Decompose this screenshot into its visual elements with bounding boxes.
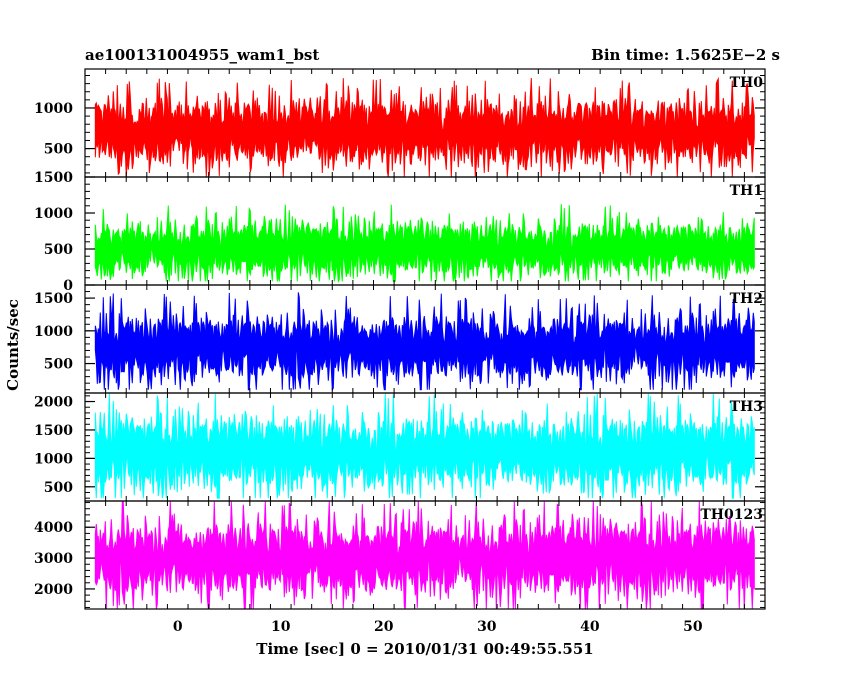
panel-th2: 500 1000 1500 TH2: [34, 284, 766, 394]
panel-th3: 500 1000 1500 2000 TH3: [34, 392, 766, 502]
plot-title: ae100131004955_wam1_bst: [85, 46, 319, 64]
series-th3: [94, 393, 755, 499]
y-tick-label: 500: [44, 357, 73, 373]
y-tick-label: 2000: [34, 582, 73, 598]
panel-th1: 0 500 1000 1500 TH1: [34, 170, 766, 294]
x-tick-label: 20: [374, 619, 394, 635]
x-axis-title: Time [sec] 0 = 2010/01/31 00:49:55.551: [256, 640, 593, 658]
panel-label-th2: TH2: [730, 291, 763, 307]
y-tick-label: 0: [63, 278, 73, 294]
series-th0123: [94, 501, 755, 609]
y-tick-label: 2000: [34, 395, 73, 411]
panel-label-th0123: TH0123: [700, 507, 763, 523]
x-axis: 0 10 20 30 40 50: [84, 69, 766, 635]
panel-label-th1: TH1: [730, 183, 763, 199]
x-tick-label: 40: [580, 619, 600, 635]
series-th0: [94, 76, 755, 177]
x-tick-label: 10: [271, 619, 291, 635]
series-th2: [94, 292, 755, 392]
series-th1: [94, 204, 755, 284]
y-tick-label: 4000: [34, 520, 73, 536]
y-tick-label: 1500: [34, 291, 73, 307]
x-tick-label: 50: [683, 619, 703, 635]
bin-time-label: Bin time: 1.5625E−2 s: [591, 46, 780, 64]
panel-frame: [84, 500, 766, 610]
y-tick-label: 500: [44, 142, 73, 158]
panel-label-th0: TH0: [730, 75, 764, 91]
y-tick-label: 500: [44, 480, 73, 496]
y-tick-label: 500: [44, 242, 73, 258]
y-tick-label: 1000: [34, 206, 73, 222]
header: ae100131004955_wam1_bst Bin time: 1.5625…: [85, 46, 780, 64]
y-tick-label: 1500: [34, 423, 73, 439]
panel-th0: 500 1000 TH0: [34, 68, 766, 178]
y-tick-label: 1000: [34, 101, 73, 117]
x-tick-label: 0: [173, 619, 183, 635]
y-tick-label: 3000: [34, 551, 73, 567]
panel-th0123: 2000 3000 4000 TH0123: [34, 500, 766, 610]
y-tick-label: 1000: [34, 324, 73, 340]
x-tick-label: 30: [477, 619, 497, 635]
y-axis-title: Counts/sec: [4, 299, 22, 391]
panel-label-th3: TH3: [730, 399, 763, 415]
y-tick-label: 1500: [34, 170, 73, 186]
y-tick-label: 1000: [34, 451, 73, 467]
